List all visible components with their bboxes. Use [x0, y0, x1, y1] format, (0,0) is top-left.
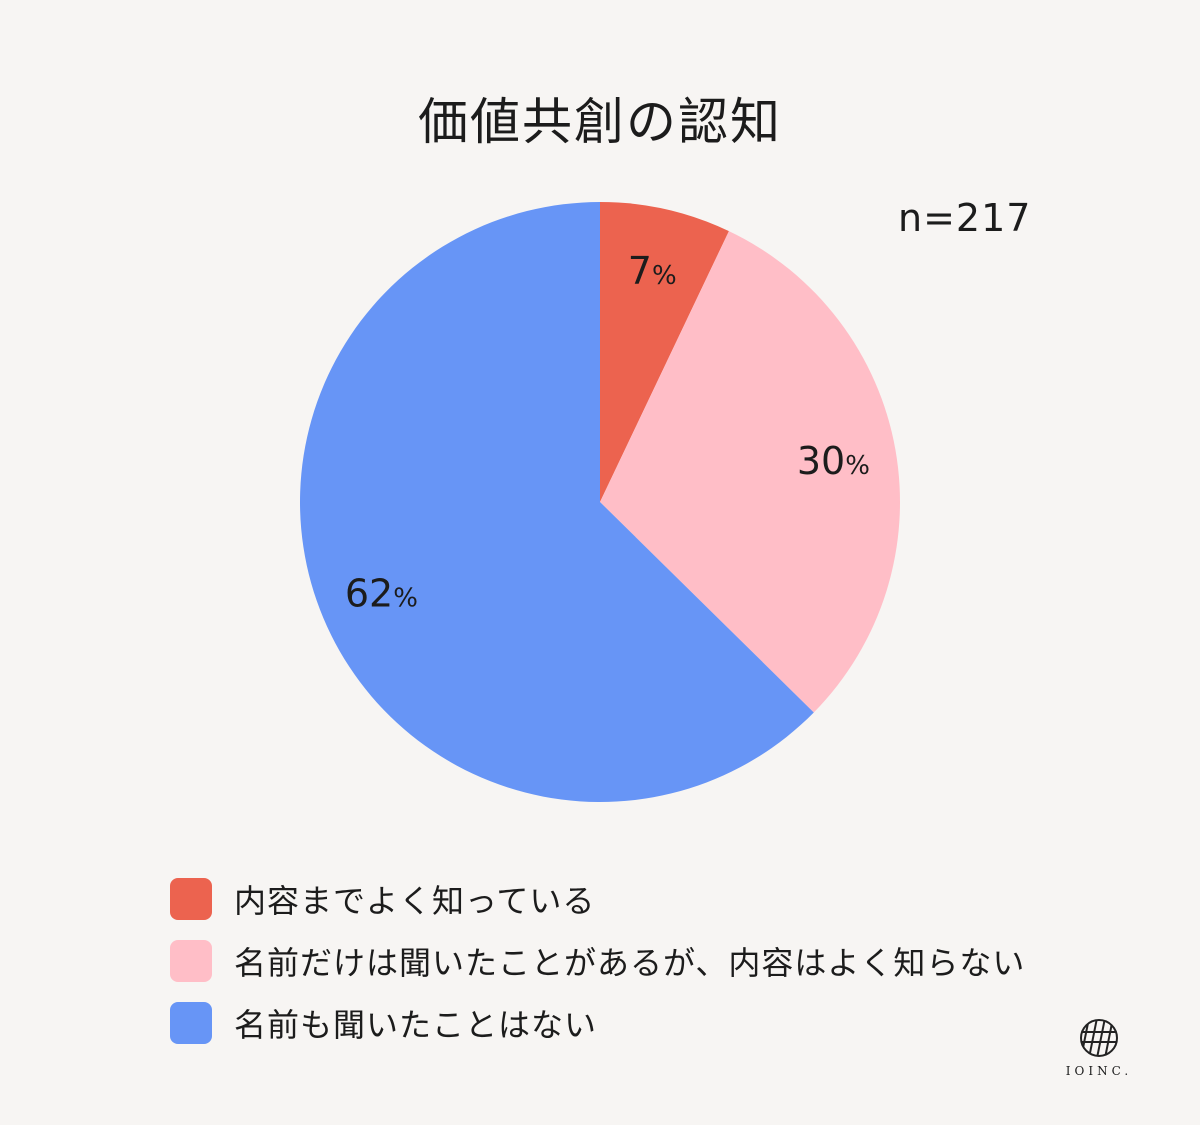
sample-size-label: n=217 — [898, 196, 1032, 240]
legend-label: 内容までよく知っている — [234, 882, 596, 920]
legend-item: 内容までよく知っている — [170, 868, 1025, 930]
pie-chart: 7% 30% 62% — [300, 202, 901, 802]
legend-swatch — [170, 1002, 212, 1044]
slice-percent-label: 7% — [628, 249, 677, 293]
pie-slice — [600, 231, 901, 713]
legend-swatch — [170, 940, 212, 982]
slice-percent-label: 62% — [345, 572, 418, 616]
legend-label: 名前も聞いたことはない — [234, 1006, 598, 1044]
company-logo: IOINC. — [1058, 1018, 1140, 1078]
legend-swatch — [170, 878, 212, 920]
legend-label: 名前だけは聞いたことがあるが、内容はよく知らない — [234, 944, 1026, 982]
hatched-circle-logo-icon — [1080, 1019, 1118, 1057]
pie-slice — [300, 202, 814, 802]
legend: 内容までよく知っている 名前だけは聞いたことがあるが、内容はよく知らない 名前も… — [170, 868, 1025, 1054]
logo-text: IOINC. — [1065, 1064, 1133, 1078]
legend-item: 名前も聞いたことはない — [170, 992, 1025, 1054]
chart-title: 価値共創の認知 — [418, 93, 782, 151]
legend-item: 名前だけは聞いたことがあるが、内容はよく知らない — [170, 930, 1025, 992]
pie-slice — [600, 202, 729, 502]
slice-percent-label: 30% — [797, 439, 870, 483]
